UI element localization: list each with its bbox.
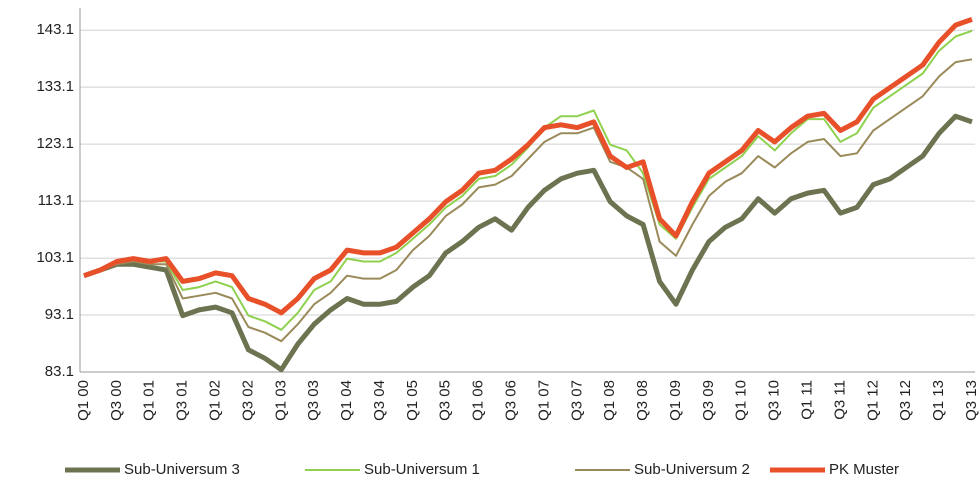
x-tick-label: Q3 08 [634, 380, 651, 421]
legend-label: Sub-Universum 3 [124, 461, 240, 478]
x-tick-label: Q1 07 [535, 380, 552, 421]
legend-label: Sub-Universum 2 [634, 461, 750, 478]
legend-label: PK Muster [829, 461, 899, 478]
legend-label: Sub-Universum 1 [364, 461, 480, 478]
x-tick-label: Q1 09 [667, 380, 684, 421]
x-tick-label: Q3 01 [174, 380, 191, 421]
x-tick-label: Q3 02 [239, 380, 256, 421]
y-tick-label: 133.1 [36, 78, 74, 95]
series-line [83, 29, 973, 331]
x-tick-label: Q3 03 [305, 380, 322, 421]
x-tick-label: Q1 04 [338, 380, 355, 421]
y-tick-label: 123.1 [36, 135, 74, 152]
x-tick-label: Q1 12 [864, 380, 881, 421]
y-tick-label: 93.1 [45, 306, 74, 323]
x-tick-label: Q1 11 [799, 380, 816, 420]
series-line [83, 58, 973, 343]
x-tick-label: Q1 03 [272, 380, 289, 421]
x-tick-label: Q3 05 [437, 380, 454, 421]
x-tick-label: Q1 06 [470, 380, 487, 421]
series-line [83, 17, 973, 316]
x-tick-label: Q1 13 [930, 380, 947, 421]
y-tick-label: 103.1 [36, 249, 74, 266]
y-tick-label: 113.1 [38, 192, 74, 209]
x-tick-label: Q3 07 [568, 380, 585, 421]
x-tick-label: Q3 09 [700, 380, 717, 421]
x-tick-label: Q1 02 [207, 380, 224, 421]
x-tick-label: Q3 00 [108, 380, 125, 421]
x-tick-label: Q3 10 [766, 380, 783, 421]
x-tick-label: Q3 12 [897, 380, 914, 421]
x-tick-label: Q3 11 [831, 380, 848, 420]
x-tick-label: Q1 01 [141, 380, 158, 421]
series-line [83, 113, 973, 373]
x-tick-label: Q3 13 [963, 380, 979, 421]
x-tick-label: Q3 06 [503, 380, 520, 421]
y-tick-label: 143.1 [36, 21, 74, 38]
x-tick-label: Q1 10 [733, 380, 750, 421]
x-tick-label: Q3 04 [371, 380, 388, 421]
y-tick-label: 83.1 [45, 363, 74, 380]
x-tick-label: Q1 05 [404, 380, 421, 421]
x-tick-label: Q1 00 [75, 380, 92, 421]
x-tick-label: Q1 08 [601, 380, 618, 421]
